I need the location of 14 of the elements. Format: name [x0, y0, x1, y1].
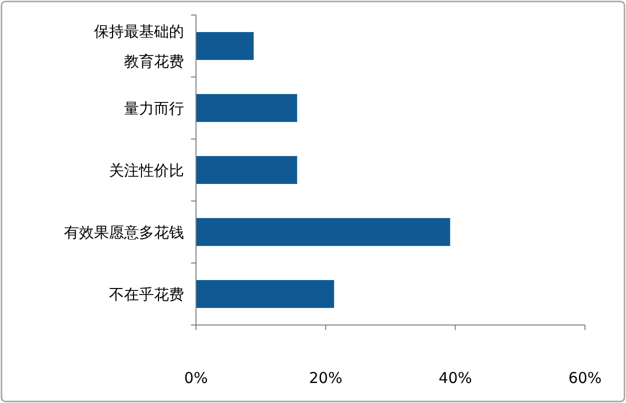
bar	[196, 280, 334, 308]
bar	[196, 156, 298, 184]
bar	[196, 94, 298, 122]
x-tick-label: 40%	[438, 369, 472, 387]
y-tick-label: 有效果愿意多花钱	[64, 223, 184, 242]
bar	[196, 218, 450, 246]
x-tick-label: 60%	[568, 369, 602, 387]
x-tick-label: 0%	[184, 369, 208, 387]
y-tick-label: 不在乎花费	[109, 285, 184, 304]
x-tick-label: 20%	[308, 369, 342, 387]
y-tick-label: 量力而行	[124, 99, 184, 118]
y-tick-label: 关注性价比	[109, 161, 184, 180]
y-tick-label: 保持最基础的教育花费	[94, 22, 184, 70]
bar	[196, 32, 254, 60]
